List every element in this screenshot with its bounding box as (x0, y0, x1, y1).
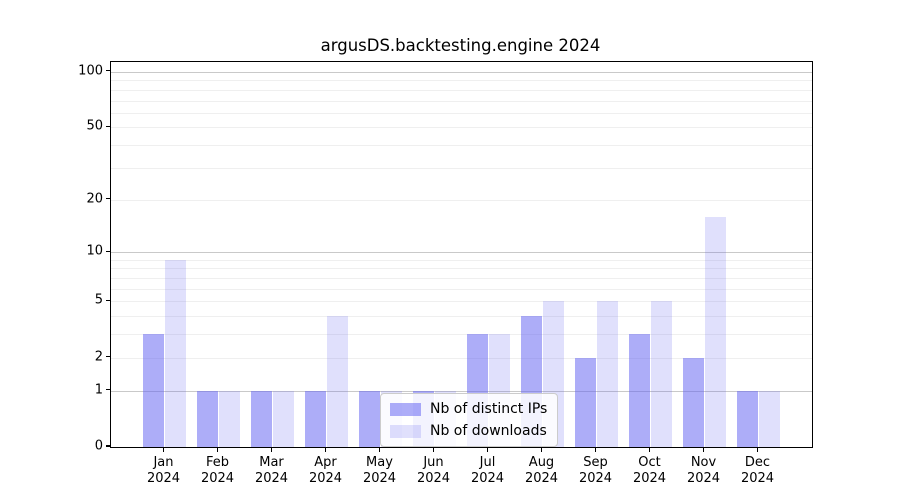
chart-title: argusDS.backtesting.engine 2024 (320, 36, 601, 55)
gridline-4 (111, 316, 812, 318)
x-tick-mark-nov (702, 447, 705, 452)
gridline-30 (111, 167, 812, 169)
gridline-1 (111, 390, 812, 392)
legend: Nb of distinct IPs Nb of downloads (380, 393, 559, 447)
x-tick-mark-may (378, 447, 381, 452)
x-tick-mark-mar (270, 447, 273, 452)
x-tick-label-apr: Apr 2024 (308, 455, 343, 486)
x-tick-label-nov: Nov 2024 (686, 455, 721, 486)
y-tick-mark-100 (106, 70, 110, 72)
x-tick-mark-aug (540, 447, 543, 452)
y-tick-mark-5 (106, 299, 110, 301)
y-tick-label-2: 2 (94, 349, 103, 365)
bar-downloads-dec (758, 390, 781, 447)
legend-label-distinct-ips: Nb of distinct IPs (430, 401, 548, 417)
x-tick-label-jul: Jul 2024 (470, 455, 505, 486)
gridline-50 (111, 127, 812, 129)
x-tick-label-oct: Oct 2024 (632, 455, 667, 486)
y-tick-mark-1 (106, 389, 110, 391)
bar-ips-dec (736, 390, 759, 447)
x-tick-mark-oct (648, 447, 651, 452)
bar-ips-mar (250, 390, 273, 447)
bar-ips-nov (682, 357, 705, 447)
gridline-2 (111, 357, 812, 359)
x-tick-label-jun: Jun 2024 (416, 455, 451, 486)
gridline-90 (111, 80, 812, 82)
x-tick-label-feb: Feb 2024 (200, 455, 235, 486)
legend-label-downloads: Nb of downloads (430, 423, 547, 439)
x-tick-label-mar: Mar 2024 (254, 455, 289, 486)
x-tick-mark-apr (324, 447, 327, 452)
bar-ips-may (358, 390, 381, 447)
gridline-8 (111, 268, 812, 270)
y-tick-mark-50 (106, 125, 110, 127)
y-tick-mark-2 (106, 356, 110, 358)
legend-swatch-downloads (390, 424, 421, 438)
bar-downloads-apr (326, 316, 349, 447)
x-tick-mark-jan (162, 447, 165, 452)
y-tick-label-5: 5 (94, 292, 103, 308)
y-tick-label-20: 20 (86, 191, 103, 206)
legend-swatch-distinct-ips (390, 402, 421, 416)
bar-downloads-sep (596, 301, 619, 447)
y-tick-label-50: 50 (86, 118, 103, 134)
y-tick-label-0: 0 (94, 438, 103, 454)
gridline-70 (111, 100, 812, 102)
bar-ips-jan (142, 334, 165, 447)
x-tick-label-dec: Dec 2024 (740, 455, 775, 486)
y-tick-label-1: 1 (94, 382, 103, 398)
gridline-80 (111, 89, 812, 91)
y-tick-mark-10 (106, 250, 110, 252)
x-tick-mark-dec (756, 447, 759, 452)
y-tick-label-100: 100 (78, 63, 103, 79)
gridline-40 (111, 145, 812, 147)
gridline-5 (111, 301, 812, 303)
x-tick-label-jan: Jan 2024 (146, 455, 181, 486)
plot-area: Nb of distinct IPs Nb of downloads (110, 61, 813, 448)
y-tick-label-10: 10 (86, 243, 103, 259)
bar-ips-oct (628, 334, 651, 447)
gridline-20 (111, 199, 812, 201)
bar-ips-apr (304, 390, 327, 447)
gridline-9 (111, 259, 812, 261)
bar-ips-sep (574, 357, 597, 447)
legend-item-distinct-ips: Nb of distinct IPs (390, 401, 547, 417)
bar-ips-feb (196, 390, 219, 447)
x-tick-mark-sep (594, 447, 597, 452)
x-tick-mark-jul (486, 447, 489, 452)
x-tick-label-aug: Aug 2024 (524, 455, 559, 486)
y-tick-mark-20 (106, 197, 110, 200)
x-tick-mark-feb (216, 447, 219, 452)
gridline-10 (111, 252, 812, 254)
legend-item-downloads: Nb of downloads (390, 423, 547, 439)
gridline-6 (111, 288, 812, 290)
bar-downloads-oct (650, 301, 673, 447)
gridline-3 (111, 334, 812, 336)
x-tick-label-may: May 2024 (362, 455, 397, 486)
gridline-100 (111, 71, 812, 73)
bar-downloads-mar (272, 390, 295, 447)
gridline-60 (111, 112, 812, 114)
bar-downloads-jan (164, 259, 187, 447)
gridline-7 (111, 278, 812, 279)
x-tick-label-sep: Sep 2024 (578, 455, 613, 486)
x-tick-mark-jun (432, 447, 435, 452)
bar-downloads-feb (218, 390, 241, 447)
y-tick-mark-0 (106, 445, 110, 447)
bar-downloads-nov (704, 216, 727, 447)
